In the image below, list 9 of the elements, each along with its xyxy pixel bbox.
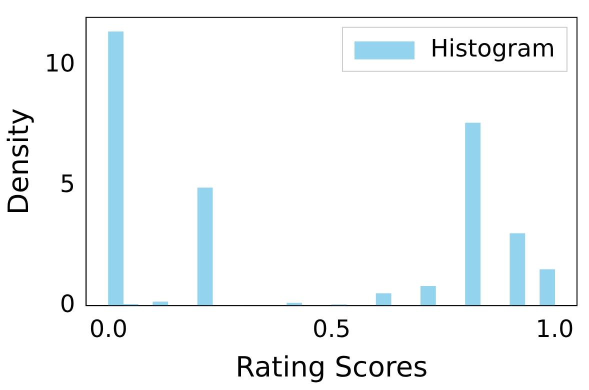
x-tick-label: 0.0 [89,315,128,344]
x-tick-label: 0.5 [312,315,351,344]
x-axis-title: Rating Scores [235,350,428,384]
y-tick-label: 5 [60,170,76,198]
y-tick-label: 10 [44,50,76,78]
y-axis-title: Density [2,108,36,215]
x-tick-label: 1.0 [536,315,574,344]
y-tick-label: 0 [60,290,76,318]
legend-label: Histogram [430,34,555,63]
